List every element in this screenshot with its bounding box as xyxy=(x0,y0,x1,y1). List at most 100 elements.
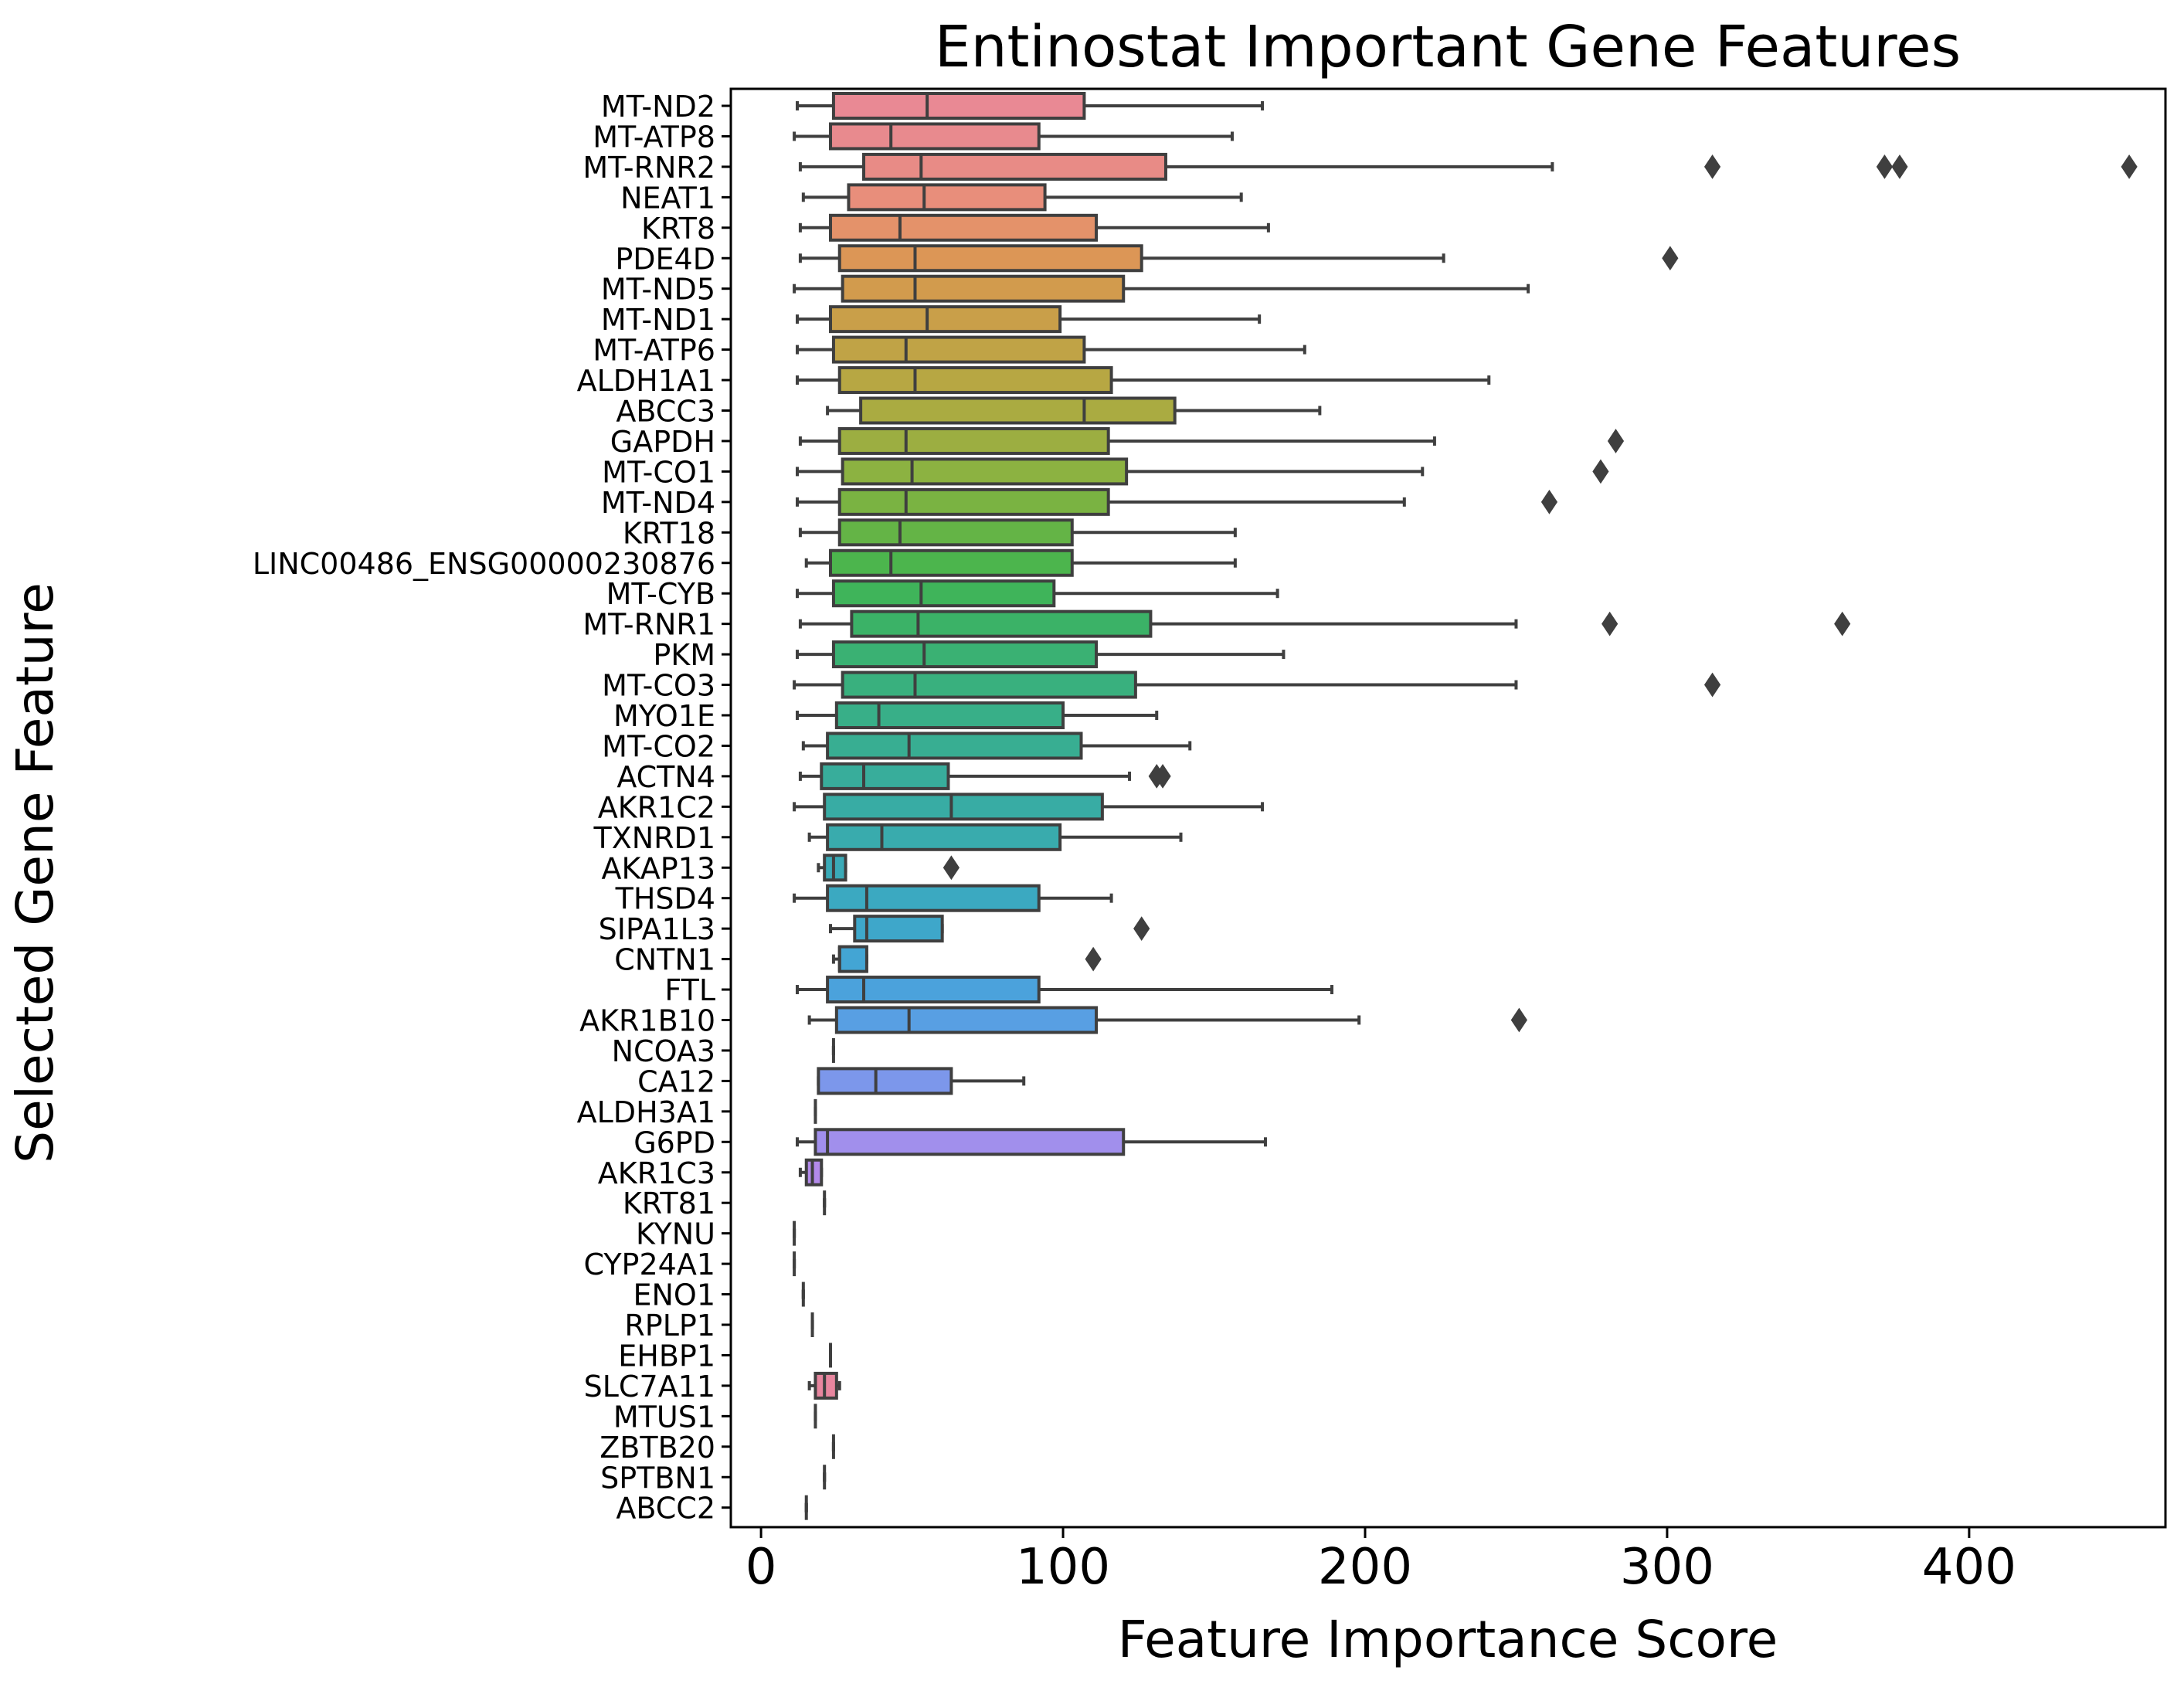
y-tick-label: EHBP1 xyxy=(618,1339,715,1373)
y-tick-label: CYP24A1 xyxy=(583,1248,715,1282)
y-tick-label: SLC7A11 xyxy=(584,1370,715,1404)
y-tick-label: KRT18 xyxy=(623,516,715,550)
box-group xyxy=(796,701,1159,729)
y-tick-label: MT-CYB xyxy=(606,577,715,611)
box xyxy=(837,945,868,973)
box-group xyxy=(826,396,1322,425)
x-tick-label: 100 xyxy=(1016,1539,1110,1596)
y-tick-label: CA12 xyxy=(637,1064,715,1098)
box xyxy=(841,457,1129,486)
y-tick-label: MT-ND2 xyxy=(601,90,715,124)
outlier-marker xyxy=(1085,946,1102,972)
box xyxy=(823,793,1104,821)
box-group xyxy=(796,579,1279,608)
outlier-marker xyxy=(943,855,960,881)
box-group xyxy=(798,762,1171,790)
box xyxy=(853,915,944,943)
y-tick-label: MYO1E xyxy=(613,699,715,733)
box xyxy=(831,92,1086,120)
y-tick-label: MT-ND5 xyxy=(601,273,715,307)
y-tick-label: RPLP1 xyxy=(624,1309,715,1343)
outlier-marker xyxy=(1601,611,1618,637)
outlier-marker xyxy=(1154,763,1171,789)
box-group xyxy=(817,854,960,882)
box xyxy=(820,762,950,790)
box-group xyxy=(807,823,1183,851)
y-tick-label: MT-ATP8 xyxy=(593,120,715,154)
y-tick-label: NEAT1 xyxy=(620,181,715,215)
y-tick-label: CNTN1 xyxy=(614,943,715,977)
box-group xyxy=(796,640,1286,669)
box-group xyxy=(796,457,1609,486)
box xyxy=(826,732,1083,760)
box-group xyxy=(793,274,1530,303)
box xyxy=(826,884,1041,912)
y-tick-label: AKR1B10 xyxy=(579,1004,715,1038)
box-group xyxy=(798,213,1270,242)
box xyxy=(859,396,1177,425)
box xyxy=(829,122,1041,151)
box-group xyxy=(796,366,1491,395)
box-group xyxy=(798,426,1625,455)
x-tick-label: 200 xyxy=(1318,1539,1412,1596)
box xyxy=(837,244,1143,273)
y-tick-label: TXNRD1 xyxy=(593,821,715,855)
y-tick-label: GAPDH xyxy=(610,425,715,459)
outlier-marker xyxy=(1891,154,1908,179)
y-tick-label: MT-ATP6 xyxy=(593,334,715,368)
y-tick-label: G6PD xyxy=(633,1125,715,1159)
box-group xyxy=(829,915,1150,943)
y-tick-label: LINC00486_ENSG00000230876 xyxy=(253,547,715,581)
box-group xyxy=(793,793,1265,821)
box-group xyxy=(798,518,1237,547)
plot-area: 0 100 200 300 400MT-ND2MT-ATP8MT-RNR2NEAT1KR… xyxy=(253,87,2167,1596)
outlier-marker xyxy=(1133,916,1150,942)
outlier-marker xyxy=(1592,459,1609,484)
box-group xyxy=(807,1371,841,1400)
box xyxy=(841,274,1126,303)
box xyxy=(817,1067,953,1095)
y-tick-label: KRT81 xyxy=(623,1186,715,1220)
box xyxy=(826,976,1041,1004)
y-tick-label: PKM xyxy=(653,638,715,672)
box-group xyxy=(796,305,1262,334)
y-tick-label: AKAP13 xyxy=(601,851,715,885)
y-axis-label: Selected Gene Feature xyxy=(5,582,65,1163)
box xyxy=(837,426,1110,455)
box-group xyxy=(807,1006,1527,1034)
y-tick-label: MT-ND1 xyxy=(601,303,715,337)
box xyxy=(829,305,1062,334)
box xyxy=(847,183,1047,212)
box-group xyxy=(804,548,1237,577)
y-tick-label: ABCC3 xyxy=(616,395,715,429)
y-tick-label: ZBTB20 xyxy=(599,1431,715,1465)
box-group xyxy=(798,152,2138,181)
y-tick-label: KRT8 xyxy=(641,212,715,246)
box xyxy=(850,609,1153,638)
box xyxy=(829,213,1099,242)
y-tick-label: MT-CO1 xyxy=(602,455,715,489)
box-group xyxy=(793,122,1234,151)
y-tick-label: MT-CO3 xyxy=(602,669,715,703)
outlier-marker xyxy=(1540,489,1558,514)
outlier-marker xyxy=(1662,246,1679,271)
box-group xyxy=(793,884,1113,912)
box xyxy=(831,579,1056,608)
x-tick-label: 400 xyxy=(1922,1539,2016,1596)
y-tick-label: SPTBN1 xyxy=(600,1461,715,1495)
outlier-marker xyxy=(2121,154,2138,179)
y-tick-label: KYNU xyxy=(636,1217,715,1251)
y-tick-label: MT-CO2 xyxy=(602,729,715,763)
box xyxy=(837,518,1074,547)
box-group xyxy=(798,609,1851,638)
x-tick-label: 0 xyxy=(746,1539,777,1596)
box-group xyxy=(801,732,1192,760)
box-group xyxy=(796,335,1306,364)
box-group xyxy=(793,670,1721,699)
box-group xyxy=(796,92,1265,120)
y-tick-label: ALDH1A1 xyxy=(577,364,715,398)
y-tick-label: NCOA3 xyxy=(612,1034,715,1068)
y-tick-label: AKR1C3 xyxy=(598,1156,715,1190)
box xyxy=(813,1128,1126,1156)
